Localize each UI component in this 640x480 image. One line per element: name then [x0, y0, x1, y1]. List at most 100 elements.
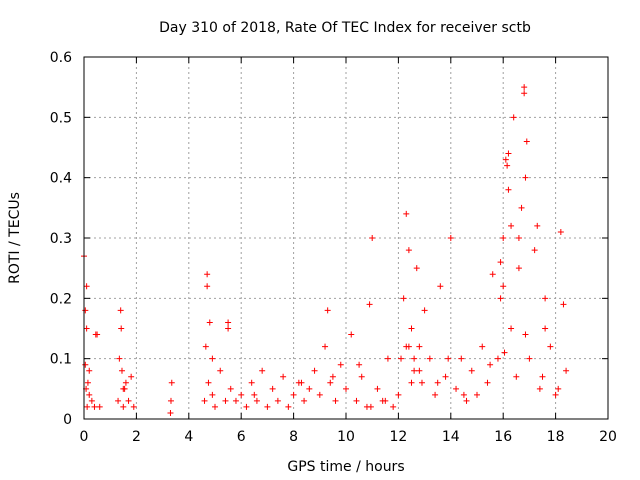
data-point [468, 367, 475, 374]
data-point [311, 367, 318, 374]
data-point [460, 391, 467, 398]
data-point [367, 403, 374, 410]
data-point [518, 204, 525, 211]
data-point [84, 379, 91, 386]
data-point [426, 355, 433, 362]
y-tick-label: 0 [63, 412, 72, 428]
data-point [447, 235, 454, 241]
data-point [238, 391, 245, 398]
data-point [536, 385, 543, 392]
data-point [395, 391, 402, 398]
data-point [515, 265, 522, 272]
data-point [118, 367, 125, 374]
data-point [356, 361, 363, 368]
data-point [306, 385, 313, 392]
data-point [130, 403, 137, 410]
data-point [384, 355, 391, 362]
data-point [348, 331, 355, 338]
data-point [382, 397, 389, 404]
data-point [411, 367, 418, 374]
x-axis-label: GPS time / hours [287, 459, 404, 475]
data-point [329, 373, 336, 380]
data-point [560, 301, 567, 308]
data-point [202, 343, 209, 350]
chart-title: Day 310 of 2018, Rate Of TEC Index for r… [159, 20, 531, 36]
data-point [128, 373, 135, 380]
data-point [264, 403, 271, 410]
x-tick-label: 18 [547, 429, 565, 445]
data-point [408, 325, 415, 332]
data-point [542, 325, 549, 332]
data-point [280, 373, 287, 380]
data-point [217, 367, 224, 374]
data-point [322, 343, 329, 350]
data-point [432, 391, 439, 398]
data-point [343, 385, 349, 392]
data-point [505, 150, 512, 157]
data-point [522, 331, 529, 338]
data-point [168, 379, 175, 386]
x-tick-label: 16 [494, 429, 512, 445]
x-tick-label: 10 [337, 429, 355, 445]
data-point [504, 162, 511, 169]
data-point [369, 235, 376, 241]
data-point [497, 295, 504, 302]
data-point [205, 379, 212, 386]
tick-layer: 0 2 4 6 8 10 12 14 16 18 20 0 0.1 0.2 0.3 0.4 0.5 0.6 [50, 50, 617, 445]
grid-layer [84, 57, 608, 419]
y-tick-label: 0.5 [50, 110, 72, 126]
y-axis-label: ROTI / TECUs [7, 192, 23, 284]
data-point [91, 403, 98, 410]
data-point [500, 235, 507, 241]
data-point [534, 222, 541, 229]
data-point [403, 210, 410, 217]
data-point [358, 373, 365, 380]
data-point [125, 397, 132, 404]
data-point [547, 343, 554, 350]
data-point [204, 271, 211, 278]
y-tick-label: 0.4 [50, 171, 72, 187]
data-point [413, 265, 420, 272]
data-point [259, 367, 266, 374]
data-point [209, 355, 216, 362]
data-point [82, 307, 89, 314]
x-tick-label: 8 [289, 429, 298, 445]
data-point [353, 397, 360, 404]
data-point [222, 397, 229, 404]
data-point [225, 319, 232, 326]
data-point [453, 385, 460, 392]
data-point [253, 397, 260, 404]
data-point [167, 409, 174, 416]
data-point [521, 84, 528, 91]
data-point [290, 391, 297, 398]
data-point [411, 355, 418, 362]
x-tick-label: 4 [184, 429, 193, 445]
data-point [418, 379, 425, 386]
data-point [497, 259, 504, 266]
data-point [324, 307, 331, 314]
data-point [209, 391, 216, 398]
data-point [508, 222, 515, 229]
data-point [522, 174, 529, 181]
data-point [416, 343, 423, 350]
data-point [251, 391, 258, 398]
data-point [86, 367, 93, 374]
plot-frame [83, 56, 609, 420]
data-point [458, 355, 465, 362]
y-tick-label: 0.2 [50, 291, 72, 307]
data-point [118, 325, 125, 332]
data-point [316, 391, 323, 398]
x-tick-label: 0 [80, 429, 89, 445]
data-point [487, 361, 494, 368]
data-point [88, 397, 95, 404]
data-point [513, 373, 520, 380]
y-tick-label: 0.3 [50, 231, 72, 247]
data-point [201, 397, 208, 404]
data-point [484, 379, 491, 386]
data-point [212, 403, 218, 410]
data-point [122, 379, 129, 386]
data-point [204, 283, 211, 290]
data-point [501, 349, 508, 356]
data-point [374, 385, 381, 392]
